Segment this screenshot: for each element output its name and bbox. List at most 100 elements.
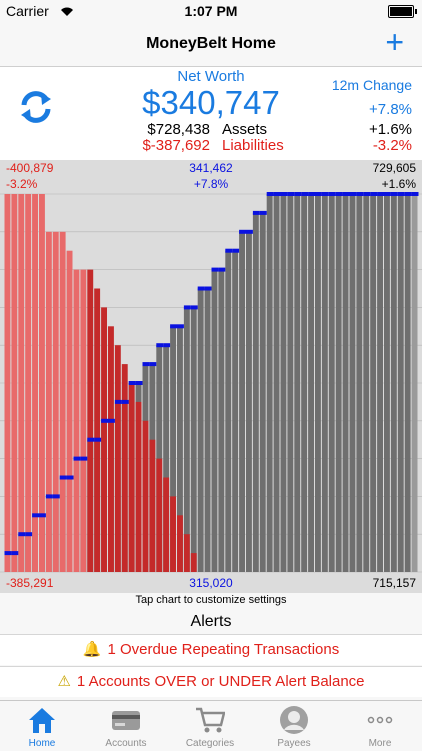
net-worth-label: Net Worth: [177, 68, 245, 85]
change-period-label: 12m Change: [331, 77, 412, 93]
net-worth-point: [108, 418, 115, 423]
liabilities-label: Liabilities: [222, 137, 284, 154]
assets-bar: [294, 194, 301, 572]
tab-label: Categories: [185, 738, 235, 749]
net-worth-point: [170, 324, 177, 329]
liabilities-bar: [108, 326, 114, 572]
net-worth-point: [370, 192, 378, 196]
liabilities-bar: [101, 307, 107, 572]
alert-overdue-transactions[interactable]: 🔔 1 Overdue Repeating Transactions: [0, 634, 422, 665]
chart-assets-pct: +1.6%: [381, 177, 416, 191]
net-worth-point: [80, 456, 88, 461]
home-icon: [29, 708, 55, 733]
assets-bar: [321, 194, 328, 572]
net-worth-point: [149, 362, 157, 367]
net-worth-point: [59, 475, 67, 480]
liabilities-bar: [114, 345, 121, 572]
tab-accounts[interactable]: Accounts: [84, 701, 168, 751]
bell-icon: 🔔: [82, 641, 102, 658]
clock: 1:07 PM: [184, 3, 238, 19]
net-worth-point: [218, 267, 226, 272]
net-worth-point: [280, 192, 288, 196]
assets-value: $728,438: [147, 121, 210, 138]
liabilities-bar: [52, 231, 59, 573]
assets-bar: [370, 194, 377, 572]
net-worth-point: [239, 229, 246, 234]
assets-bar: [397, 194, 404, 572]
net-worth-point: [94, 437, 102, 442]
tab-bar: Home Accounts Categories Payees More: [0, 700, 422, 751]
assets-bar: [252, 212, 259, 572]
assets-bar: [390, 194, 397, 572]
net-worth-point: [45, 494, 53, 499]
tab-home[interactable]: Home: [0, 701, 84, 751]
net-worth-point: [121, 399, 129, 404]
net-worth-point: [114, 399, 122, 404]
net-worth-point: [246, 229, 253, 234]
liabilities-bar: [149, 439, 156, 572]
chart-assets-max: 729,605: [372, 161, 416, 175]
tab-label: Accounts: [105, 738, 147, 749]
net-worth-point: [356, 192, 364, 196]
net-worth-point: [273, 192, 281, 196]
status-bar: Carrier 1:07 PM: [0, 0, 422, 22]
chart-hint: Tap chart to customize settings: [135, 594, 287, 606]
warning-icon: ⚠: [57, 673, 71, 690]
net-worth-point: [390, 192, 398, 196]
person-icon: [280, 706, 308, 734]
liabilities-bar: [156, 458, 163, 572]
assets-bar: [342, 194, 349, 572]
assets-bar: [232, 250, 239, 572]
net-worth-point: [4, 551, 12, 556]
tab-more[interactable]: More: [338, 701, 422, 751]
liabilities-bar: [18, 194, 25, 572]
net-worth-point: [197, 286, 205, 291]
net-worth-point: [11, 551, 19, 556]
liabilities-bar: [45, 231, 52, 573]
net-worth-point: [335, 192, 343, 196]
chart-assets-min: 715,157: [372, 576, 416, 590]
chart-liabilities-min: -385,291: [6, 576, 54, 590]
liabilities-bar: [170, 496, 176, 572]
liabilities-bar: [73, 269, 80, 572]
assets-bar: [177, 326, 183, 572]
net-worth-point: [384, 192, 391, 196]
chart-net-worth-max: 341,462: [189, 161, 233, 175]
liabilities-bar: [80, 269, 87, 572]
net-worth-value: $340,747: [142, 84, 280, 121]
liabilities-bar: [177, 515, 183, 572]
liabilities-value: $-387,692: [142, 137, 210, 154]
assets-bar: [287, 194, 294, 572]
liabilities-bar: [11, 194, 18, 572]
card-icon: [112, 711, 140, 730]
battery-icon: [388, 5, 417, 18]
assets-bar: [308, 194, 314, 572]
liabilities-bar: [66, 250, 73, 572]
net-worth-point: [259, 210, 267, 215]
net-worth-point: [52, 494, 60, 499]
net-worth-point: [287, 192, 295, 196]
net-worth-point: [73, 456, 81, 461]
assets-bar: [204, 288, 211, 572]
refresh-icon[interactable]: [18, 89, 54, 125]
net-worth-summary: Net Worth $340,747 $728,438 Assets $-387…: [0, 67, 422, 160]
net-worth-point: [32, 513, 39, 518]
net-worth-point: [252, 210, 260, 215]
tab-payees[interactable]: Payees: [252, 701, 336, 751]
net-worth-point: [142, 362, 150, 367]
alert-account-balance[interactable]: ⚠ 1 Accounts OVER or UNDER Alert Balance: [0, 666, 422, 697]
net-worth-point: [294, 192, 302, 196]
net-worth-chart[interactable]: -400,879 -3.2% 341,462 +7.8% 729,605 +1.…: [0, 160, 422, 593]
tab-categories[interactable]: Categories: [168, 701, 252, 751]
assets-bar: [301, 194, 308, 572]
net-worth-point: [266, 192, 274, 196]
cart-icon: [196, 707, 225, 733]
plus-icon[interactable]: +: [385, 24, 404, 60]
net-worth-change: +7.8%: [369, 101, 412, 118]
liabilities-change: -3.2%: [372, 137, 412, 154]
net-worth-point: [101, 418, 108, 423]
liabilities-bar: [190, 553, 197, 572]
chart-net-worth-pct: +7.8%: [193, 177, 229, 191]
assets-bar: [225, 250, 232, 572]
assets-bar: [363, 194, 370, 572]
